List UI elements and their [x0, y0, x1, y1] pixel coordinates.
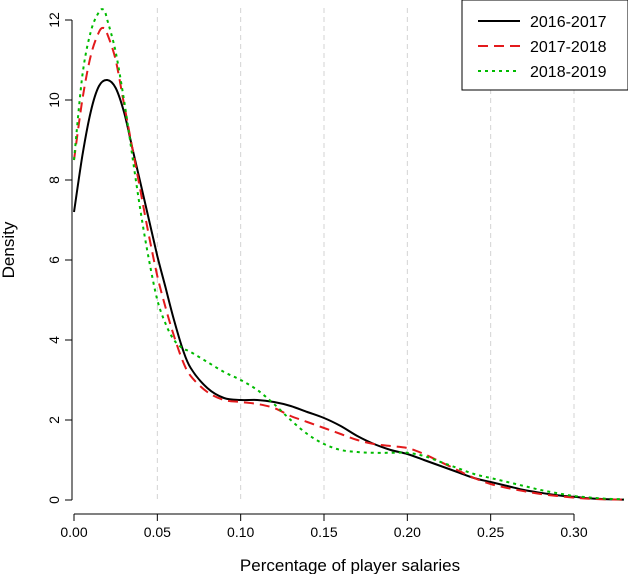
- y-tick-label: 8: [46, 176, 62, 184]
- legend: 2016-2017 2017-2018 2018-2019: [461, 0, 628, 91]
- y-tick-label: 2: [46, 416, 62, 424]
- series-line-2016-2017: [73, 78, 625, 501]
- x-tick-label: 0.15: [310, 524, 337, 540]
- series-layer: [73, 8, 625, 501]
- legend-label: 2016-2017: [530, 14, 607, 31]
- x-tick-label: 0.30: [560, 524, 587, 540]
- x-axis-title: Percentage of player salaries: [240, 556, 460, 574]
- y-tick-label: 6: [46, 256, 62, 264]
- legend-label: 2017-2018: [530, 39, 607, 56]
- x-tick-label: 0.05: [144, 524, 171, 540]
- legend-label: 2018-2019: [530, 64, 607, 81]
- y-tick-label: 12: [46, 12, 62, 28]
- y-tick-label: 4: [46, 336, 62, 344]
- axes-layer: 0 2 4 6 8 10 12 0.00 0.05 0.10 0.15 0.20 0.25 0.30: [46, 12, 588, 540]
- x-tick-label: 0.25: [477, 524, 504, 540]
- y-axis-title: Density: [0, 221, 18, 278]
- series-line-2018-2019: [73, 8, 625, 501]
- x-tick-label: 0.20: [394, 524, 421, 540]
- legend-box: [461, 0, 628, 91]
- x-tick-label: 0.00: [60, 524, 87, 540]
- series-line-2017-2018: [73, 26, 625, 501]
- y-tick-label: 0: [46, 496, 62, 504]
- x-tick-label: 0.10: [227, 524, 254, 540]
- y-tick-label: 10: [46, 92, 62, 108]
